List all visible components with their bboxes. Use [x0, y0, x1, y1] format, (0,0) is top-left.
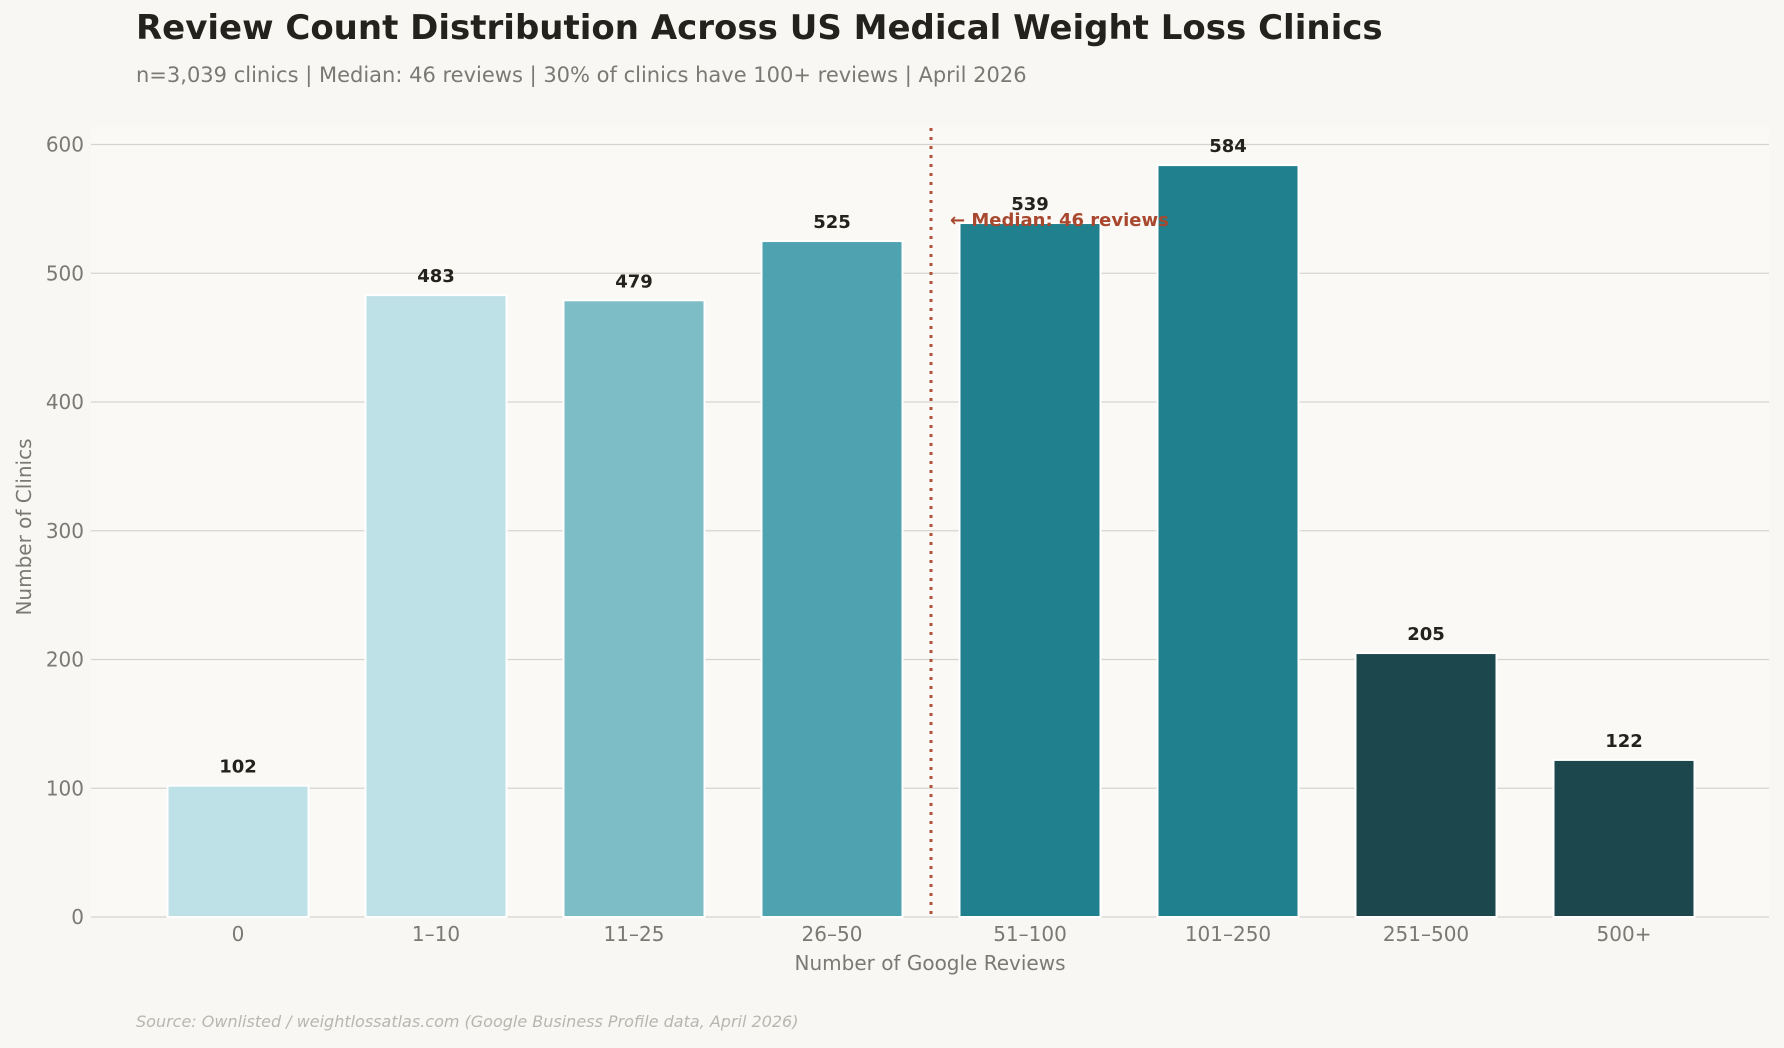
bar — [1354, 652, 1498, 918]
y-axis-label: Number of Clinics — [12, 438, 36, 615]
data-label: 584 — [1209, 136, 1247, 157]
bar — [364, 294, 508, 918]
bar — [562, 299, 706, 919]
median-label: ← Median: 46 reviews — [950, 210, 1169, 231]
data-label: 539 — [1011, 194, 1049, 215]
bar — [958, 222, 1102, 919]
data-label: 483 — [417, 266, 455, 287]
x-tick-label: 51–100 — [993, 922, 1067, 946]
bar — [166, 784, 310, 918]
data-label: 479 — [615, 271, 653, 292]
y-tick-label: 400 — [46, 390, 84, 414]
x-axis-label: Number of Google Reviews — [795, 951, 1066, 975]
x-tick-label: 1–10 — [412, 922, 460, 946]
y-tick-label: 300 — [46, 519, 84, 543]
data-label: 102 — [219, 757, 257, 778]
x-tick-label: 101–250 — [1185, 922, 1271, 946]
x-tick-label: 500+ — [1597, 922, 1652, 946]
y-tick-label: 100 — [46, 776, 84, 800]
x-tick-label: 0 — [232, 922, 245, 946]
data-label: 205 — [1407, 624, 1445, 645]
x-tick-label: 26–50 — [802, 922, 863, 946]
data-label: 525 — [813, 212, 851, 233]
source-note: Source: Ownlisted / weightlossatlas.com … — [136, 1012, 799, 1031]
y-tick-label: 0 — [71, 905, 84, 929]
bar — [1552, 758, 1696, 918]
y-tick-label: 500 — [46, 261, 84, 285]
bar — [760, 240, 904, 918]
x-tick-label: 251–500 — [1383, 922, 1469, 946]
y-tick-label: 200 — [46, 648, 84, 672]
chart-subtitle: n=3,039 clinics | Median: 46 reviews | 3… — [136, 63, 1027, 87]
x-tick-label: 11–25 — [604, 922, 665, 946]
y-tick-label: 600 — [46, 133, 84, 157]
data-label: 122 — [1605, 731, 1643, 752]
chart-title: Review Count Distribution Across US Medi… — [136, 8, 1383, 48]
bar — [1156, 164, 1300, 919]
